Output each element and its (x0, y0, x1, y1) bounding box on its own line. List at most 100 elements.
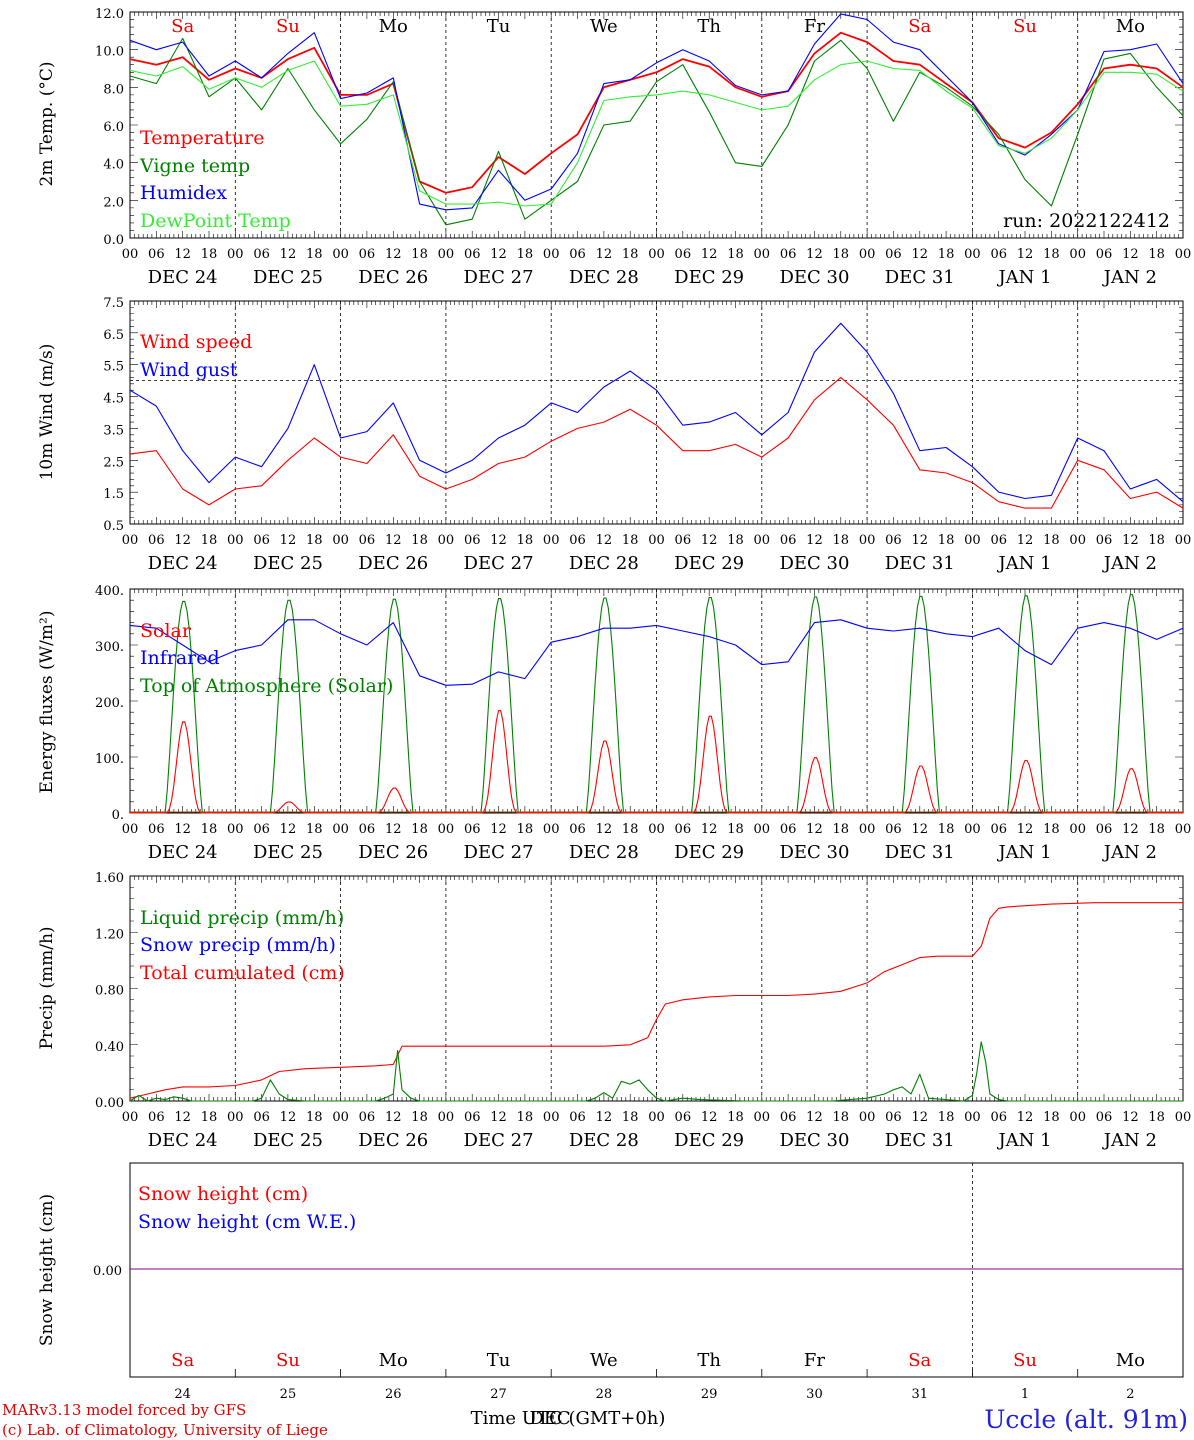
hour-tick-label: 18 (938, 1110, 955, 1125)
day-abbr-label: Su (276, 1350, 300, 1371)
vigne-temp-line (129, 37, 1184, 226)
temperature-line (129, 31, 1184, 194)
hour-tick-label: 18 (411, 1110, 428, 1125)
hour-tick-label: 00 (1175, 822, 1192, 837)
hour-tick-label: 18 (411, 822, 428, 837)
hour-tick-label: 00 (122, 533, 139, 548)
day-abbr-label: Sa (171, 1350, 194, 1371)
hour-tick-label: 00 (227, 822, 244, 837)
hour-tick-label: 18 (727, 822, 744, 837)
y-tick-label: 2.0 (103, 195, 124, 210)
hour-tick-label: 00 (438, 247, 455, 262)
date-label: DEC 27 (464, 267, 534, 288)
hour-tick-label: 06 (359, 533, 376, 548)
hour-tick-label: 18 (411, 533, 428, 548)
date-label: DEC 26 (358, 842, 428, 863)
legend-wind-speed: Wind speed (140, 331, 252, 353)
hour-tick-label: 12 (490, 247, 507, 262)
x-ticks (129, 589, 1184, 813)
legend-infrared: Infrared (140, 647, 220, 669)
legend-snow-height: Snow height (cm) (138, 1183, 308, 1205)
snow-panel: 0.00 Sa 24 Su 25 Mo 26 Tu 27 We 28 Th 29 Fr 30 Sa 31 Su 1 M… (93, 1162, 1184, 1402)
date-label: DEC 24 (148, 842, 218, 863)
date-label: DEC 27 (464, 1130, 534, 1151)
y-tick-label: 100. (95, 752, 124, 767)
date-label: DEC 29 (674, 842, 744, 863)
day-abbr-label: Tu (487, 16, 511, 37)
legend-snow-height-we: Snow height (cm W.E.) (138, 1211, 356, 1233)
date-label: JAN 2 (1102, 267, 1157, 288)
y-tick-label: 5.5 (103, 360, 124, 375)
hour-tick-label: 06 (990, 533, 1007, 548)
y-tick-label: 7.5 (103, 296, 124, 311)
hour-tick-label: 00 (543, 822, 560, 837)
hour-tick-label: 12 (1122, 1110, 1139, 1125)
hour-tick-label: 06 (464, 533, 481, 548)
hour-tick-label: 12 (280, 533, 297, 548)
hour-tick-label: 12 (490, 822, 507, 837)
hour-tick-label: 00 (1175, 533, 1192, 548)
hour-tick-label: 12 (1122, 533, 1139, 548)
hour-tick-label: 18 (938, 533, 955, 548)
date-label: DEC 31 (885, 267, 955, 288)
hour-tick-label: 00 (754, 1110, 771, 1125)
legend-humidex: Humidex (140, 182, 227, 204)
hour-tick-label: 00 (1069, 533, 1086, 548)
date-label: DEC 25 (253, 267, 323, 288)
y-tick-label: 200. (95, 696, 124, 711)
hour-tick-label: 12 (911, 1110, 928, 1125)
credit-line-1: MARv3.13 model forced by GFS (2, 1401, 246, 1419)
plot-frame (129, 588, 1184, 814)
date-label: DEC 30 (779, 553, 849, 574)
hour-tick-label: 12 (701, 822, 718, 837)
hour-tick-label: 12 (701, 533, 718, 548)
date-label: DEC 29 (674, 267, 744, 288)
hour-tick-label: 12 (280, 1110, 297, 1125)
hour-tick-label: 18 (622, 533, 639, 548)
hour-tick-label: 12 (385, 533, 402, 548)
hour-tick-label: 12 (1017, 1110, 1034, 1125)
hour-tick-label: 12 (911, 247, 928, 262)
hour-tick-label: 12 (385, 1110, 402, 1125)
hour-tick-label: 12 (701, 1110, 718, 1125)
x-ticks (129, 12, 1184, 238)
date-label: DEC 29 (674, 553, 744, 574)
date-label: JAN 2 (1102, 842, 1157, 863)
day-number-label: 29 (701, 1387, 718, 1402)
hour-tick-label: 12 (701, 247, 718, 262)
hour-tick-label: 00 (648, 822, 665, 837)
hour-tick-label: 06 (780, 1110, 797, 1125)
hour-tick-label: 00 (964, 1110, 981, 1125)
hour-tick-label: 00 (964, 533, 981, 548)
day-abbr-label: Su (276, 16, 300, 37)
snow-legend: Snow height (cm) Snow height (cm W.E.) (138, 1183, 356, 1233)
date-label: JAN 1 (996, 1130, 1051, 1151)
hour-tick-label: 18 (411, 247, 428, 262)
y-tick-label: 400. (95, 584, 124, 599)
snow-y-axis-label: Snow height (cm) (37, 1194, 57, 1346)
hour-tick-label: 18 (727, 533, 744, 548)
hour-tick-label: 06 (148, 533, 165, 548)
hour-tick-label: 18 (622, 1110, 639, 1125)
day-abbr-label: Mo (379, 16, 408, 37)
hour-tick-label: 12 (806, 1110, 823, 1125)
hour-tick-label: 00 (648, 533, 665, 548)
day-abbr-label: We (590, 16, 618, 37)
hour-tick-label: 00 (859, 247, 876, 262)
date-label: DEC 31 (885, 842, 955, 863)
day-number-label: 25 (280, 1387, 297, 1402)
hour-tick-label: 18 (201, 1110, 218, 1125)
hour-tick-label: 18 (201, 533, 218, 548)
date-label: DEC 25 (253, 553, 323, 574)
hour-tick-label: 18 (1148, 1110, 1165, 1125)
hour-tick-label: 18 (517, 533, 534, 548)
hour-tick-label: 00 (648, 247, 665, 262)
y-tick-label: 12.0 (95, 7, 124, 22)
hour-tick-label: 18 (306, 1110, 323, 1125)
legend-wind-gust: Wind gust (140, 359, 238, 381)
hour-tick-label: 06 (1096, 1110, 1113, 1125)
day-abbr-label: Th (697, 16, 721, 37)
y-tick-label: 0.40 (95, 1040, 124, 1055)
legend-snow-precip: Snow precip (mm/h) (140, 934, 336, 956)
wind-panel: 00 06 12 18 00 06 12 18 00 06 12 18 00 06 12 18 00 06 12 18… (103, 296, 1191, 574)
